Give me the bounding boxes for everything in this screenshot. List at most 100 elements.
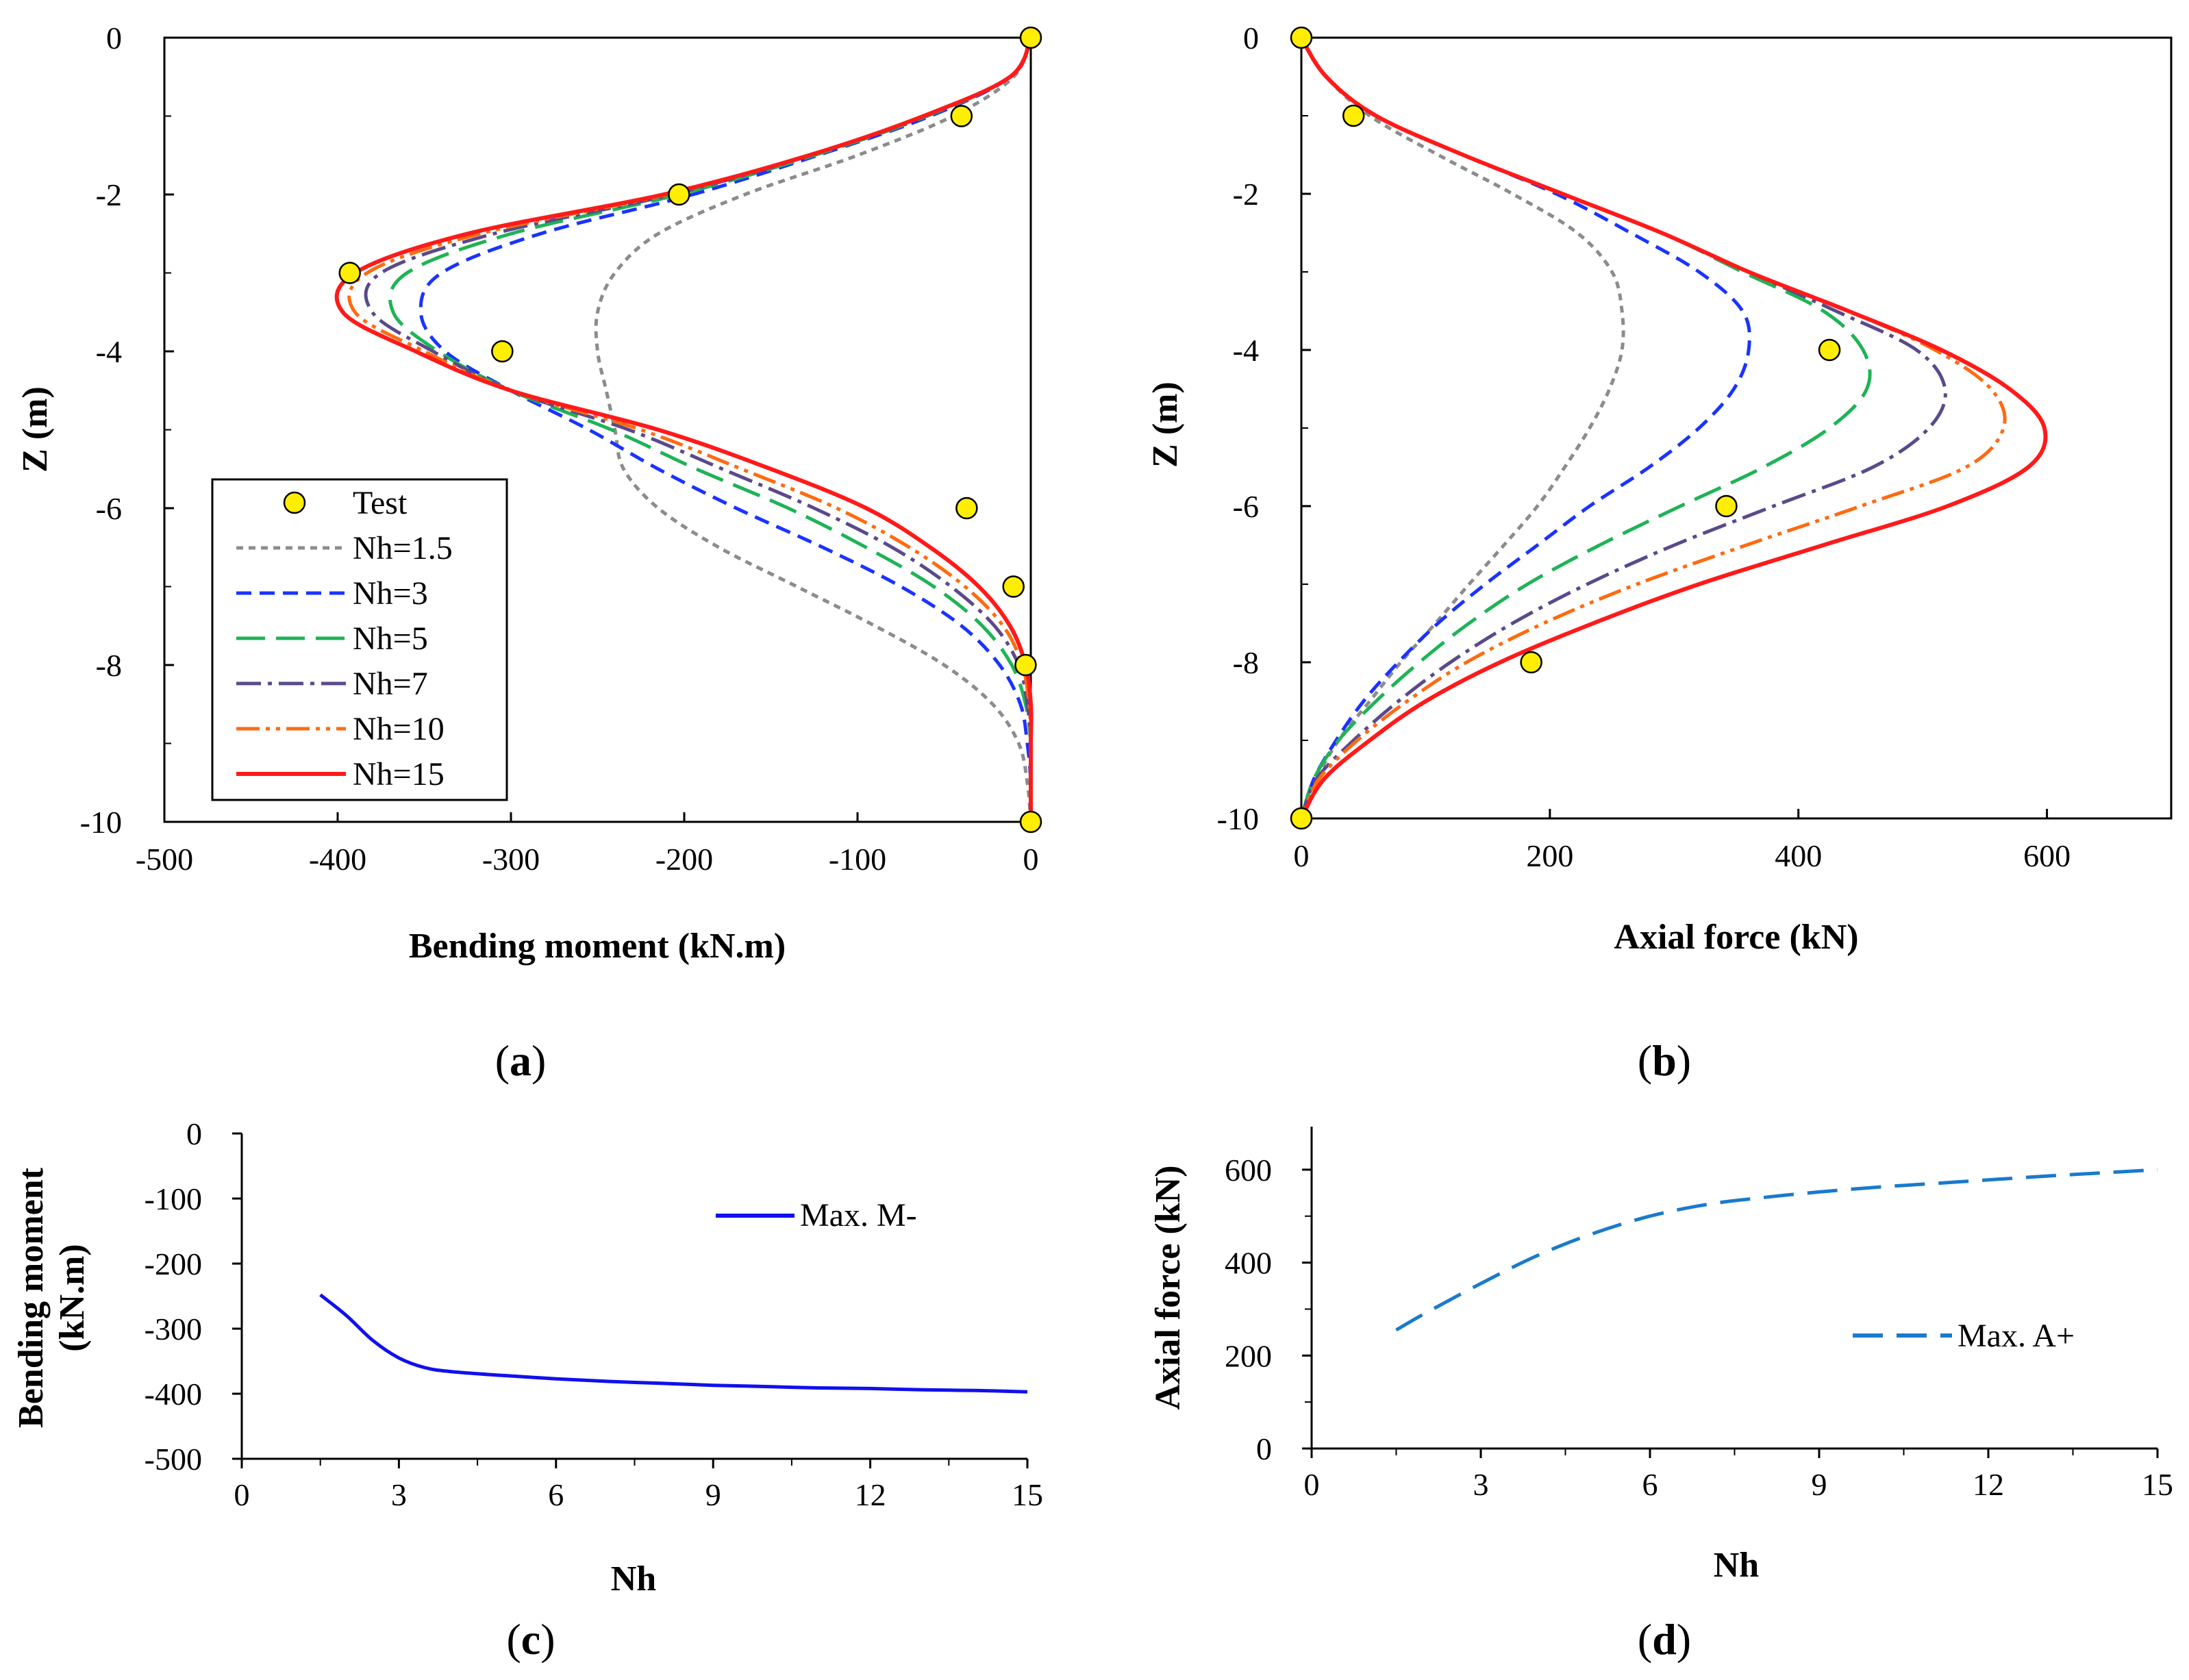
- b-test-point-3: [1715, 494, 1738, 518]
- panel-a-ticks: -500 -400 -300 -200 -100 0 0 -2 -4 -6 -8 -10: [80, 21, 1039, 877]
- b-x-tick-label-600: 600: [2023, 838, 2071, 873]
- panel-a-series: [334, 36, 1034, 823]
- c-y-tick-label-500: -500: [145, 1442, 202, 1477]
- a-series-nh-3: [418, 36, 1033, 823]
- b-test-point-0: [1290, 26, 1313, 49]
- panel-a-label: (a): [495, 1036, 547, 1085]
- panel-b-plot-frame: [1300, 36, 2173, 820]
- d-x-tick-label-6: 6: [1642, 1467, 1658, 1502]
- d-x-tick-label-0: 0: [1304, 1467, 1320, 1502]
- panel-d-y-axis-label: Axial force (kN): [1149, 1165, 1188, 1409]
- panel-c-x-axis-label: Nh: [611, 1559, 657, 1598]
- panel-a-bending-moment-profile: -500 -400 -300 -200 -100 0 0 -2 -4 -6 -8 -10 Bendin…: [16, 21, 1042, 1085]
- panel-a-x-axis-label: Bending moment (kN.m): [409, 927, 786, 966]
- panel-d-max-axial-vs-nh: 0 3 6 9 12 15 0 200 400 600 Nh Axial force (kN) M…: [1149, 1127, 2173, 1664]
- b-test-point-4: [1520, 651, 1542, 674]
- a-test-point-8: [1019, 810, 1042, 833]
- a-legend-label-nh-1-5: Nh=1.5: [353, 530, 453, 566]
- panel-d-label: (d): [1638, 1615, 1691, 1664]
- panel-b-test-points: [1290, 26, 1841, 830]
- a-test-point-1: [950, 105, 973, 127]
- panel-d-legend: Max. A+: [1853, 1318, 2075, 1354]
- b-x-tick-label-200: 200: [1526, 838, 1573, 873]
- panel-b-ticks: 0 200 400 600 0 -2 -4 -6 -8 -10: [1217, 21, 2071, 873]
- b-y-tick-label-0: 0: [1243, 21, 1259, 55]
- a-x-tick-label-400: -400: [309, 842, 366, 877]
- a-x-tick-label-300: -300: [482, 842, 540, 877]
- a-x-tick-label-100: -100: [829, 842, 886, 877]
- panel-c-legend: Max. M-: [716, 1197, 917, 1233]
- panel-d-ticks: 0 3 6 9 12 15 0 200 400 600: [1225, 1153, 2173, 1502]
- b-test-point-1: [1342, 104, 1365, 127]
- panel-b-y-axis-label: Z (m): [1146, 381, 1185, 468]
- a-test-point-2: [668, 183, 690, 206]
- b-series-nh-7: [1299, 36, 1947, 819]
- c-x-tick-label-12: 12: [855, 1477, 886, 1512]
- c-y-tick-label-400: -400: [145, 1377, 202, 1412]
- b-x-tick-label-0: 0: [1294, 838, 1310, 873]
- b-y-tick-label-2: -2: [1233, 177, 1259, 212]
- c-y-tick-label-0: 0: [186, 1116, 202, 1151]
- panel-c-max-moment-vs-nh: 0 3 6 9 12 15 0 -100 -200 -300 -400 -500 Nh Bending…: [12, 1116, 1043, 1664]
- c-x-tick-label-3: 3: [391, 1477, 407, 1512]
- d-x-tick-label-15: 15: [2142, 1467, 2173, 1502]
- panel-d-series: [1395, 1168, 2158, 1332]
- a-series-nh-1-5: [594, 36, 1033, 823]
- panel-d-x-axis-label: Nh: [1714, 1546, 1760, 1585]
- panel-a-legend: Test Nh=1.5 Nh=3 Nh=5 Nh=7 Nh=10 Nh=15: [211, 478, 508, 801]
- panel-a-y-axis-label: Z (m): [16, 386, 55, 473]
- b-test-point-5: [1290, 807, 1313, 830]
- a-y-tick-label-2: -2: [96, 177, 122, 212]
- a-y-tick-label-10: -10: [80, 805, 122, 840]
- a-test-point-5: [955, 497, 978, 520]
- b-test-point-2: [1818, 338, 1841, 362]
- b-y-tick-label-8: -8: [1233, 645, 1259, 680]
- a-y-tick-label-0: 0: [106, 21, 122, 55]
- a-series-nh-15: [334, 36, 1034, 822]
- d-y-tick-label-0: 0: [1256, 1431, 1272, 1466]
- a-legend-label-nh-7: Nh=7: [353, 666, 428, 702]
- a-test-point-7: [1014, 653, 1037, 677]
- a-x-tick-label-200: -200: [655, 842, 713, 877]
- d-y-tick-label-600: 600: [1225, 1153, 1272, 1188]
- panel-c-series: [319, 1293, 1028, 1394]
- d-series-max-a: [1395, 1168, 2158, 1332]
- a-legend-label-test: Test: [353, 485, 408, 521]
- a-legend-label-nh-5: Nh=5: [353, 620, 428, 657]
- a-x-tick-label-500: -500: [136, 842, 193, 877]
- c-y-tick-label-200: -200: [145, 1246, 202, 1281]
- c-x-tick-label-6: 6: [548, 1477, 564, 1512]
- panel-a-test-points: [338, 26, 1042, 833]
- a-legend-label-nh-3: Nh=3: [353, 575, 428, 612]
- c-y-tick-label-100: -100: [145, 1181, 202, 1216]
- a-legend-swatch-test: [283, 491, 306, 514]
- b-y-tick-label-6: -6: [1233, 489, 1259, 524]
- c-y-tick-label-300: -300: [145, 1312, 202, 1346]
- b-series-nh-15: [1299, 36, 2048, 820]
- a-legend-label-nh-10: Nh=10: [353, 711, 445, 747]
- b-x-tick-label-400: 400: [1775, 838, 1822, 873]
- a-test-point-6: [1002, 575, 1025, 598]
- c-x-tick-label-9: 9: [705, 1477, 721, 1512]
- b-y-tick-label-10: -10: [1217, 801, 1259, 836]
- a-test-point-0: [1019, 26, 1042, 49]
- panel-c-legend-label-max-m: Max. M-: [800, 1197, 917, 1233]
- a-y-tick-label-6: -6: [96, 491, 122, 526]
- d-x-tick-label-3: 3: [1473, 1467, 1489, 1502]
- panel-b-label: (b): [1638, 1036, 1691, 1085]
- b-y-tick-label-4: -4: [1233, 333, 1259, 368]
- b-series-nh-10: [1299, 36, 2007, 820]
- panel-c-ticks: 0 3 6 9 12 15 0 -100 -200 -300 -400 -500: [145, 1116, 1043, 1512]
- c-series-max-m: [319, 1293, 1028, 1394]
- d-x-tick-label-9: 9: [1812, 1467, 1827, 1502]
- c-x-tick-label-0: 0: [234, 1477, 250, 1512]
- d-y-tick-label-200: 200: [1225, 1338, 1272, 1373]
- panel-a-legend-items: Test Nh=1.5 Nh=3 Nh=5 Nh=7 Nh=10 Nh=15: [236, 485, 453, 792]
- b-series-nh-1-5: [1299, 36, 1625, 819]
- panel-b-series: [1299, 36, 2048, 820]
- panel-c-label: (c): [506, 1615, 555, 1664]
- panel-d-legend-label-max-a: Max. A+: [1957, 1318, 2075, 1354]
- d-x-tick-label-12: 12: [1973, 1467, 2004, 1502]
